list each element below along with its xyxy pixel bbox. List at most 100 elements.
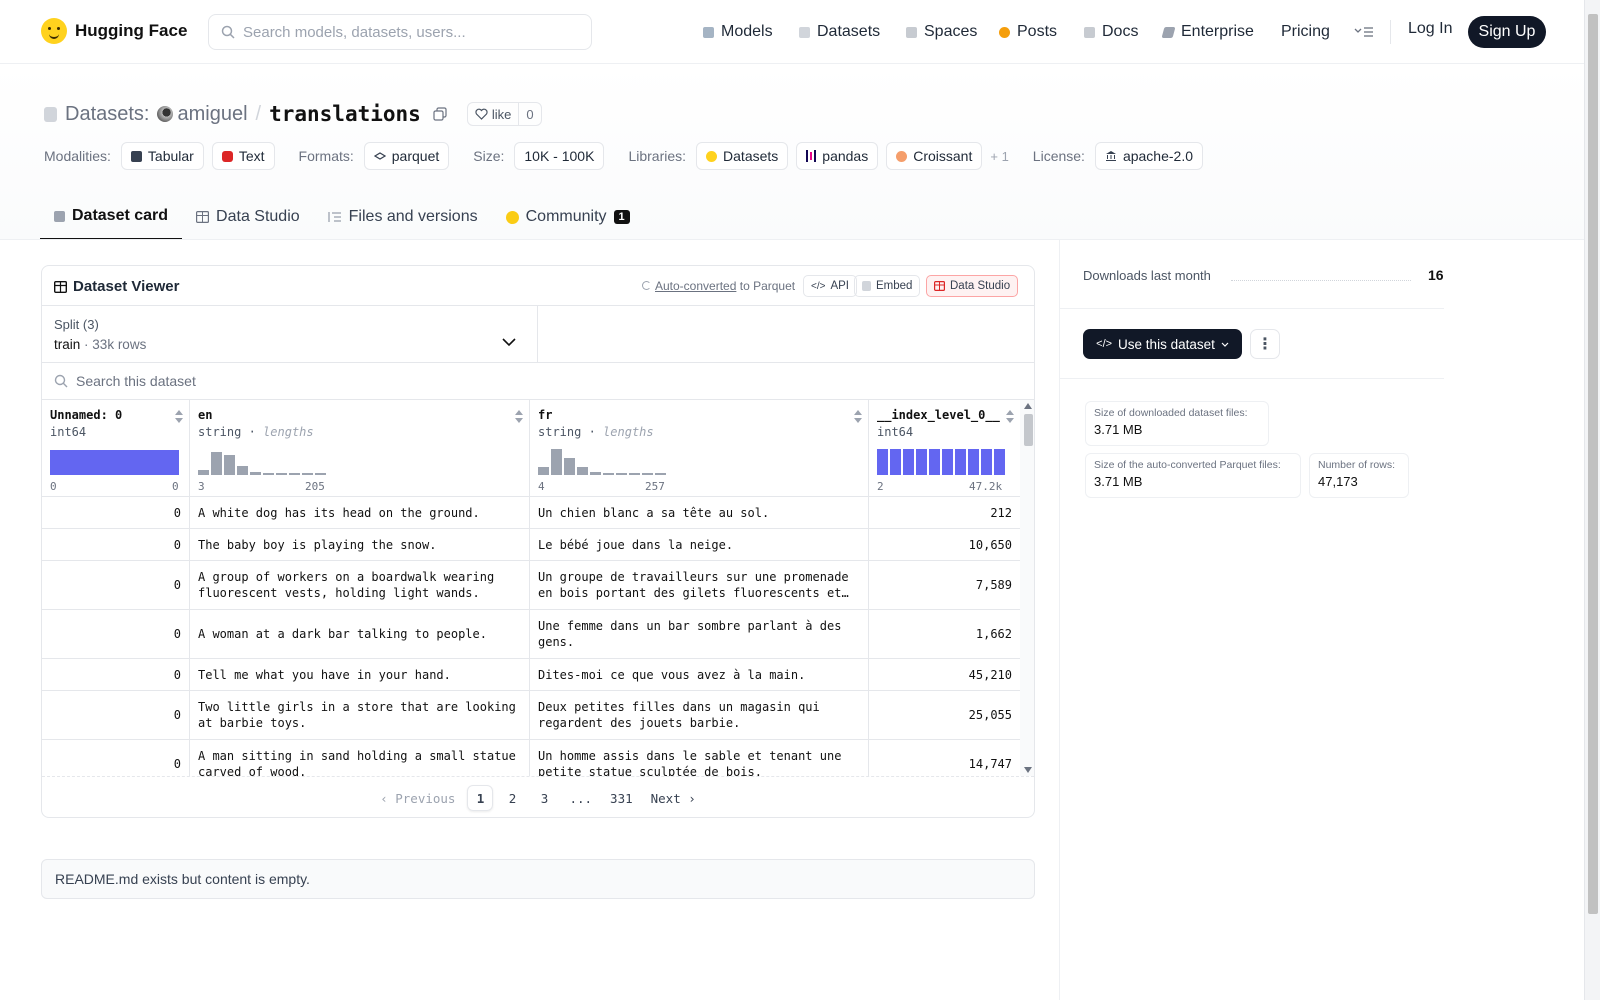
cell-en[interactable]: A woman at a dark bar talking to people.: [190, 610, 530, 658]
split-select[interactable]: Split (3) train · 33k rows: [42, 306, 538, 363]
scroll-down-icon[interactable]: [1024, 767, 1032, 773]
cell-index[interactable]: 10,650: [869, 529, 1020, 560]
auto-converted-link[interactable]: Auto-converted: [655, 279, 737, 293]
histogram-bar[interactable]: [564, 458, 575, 475]
cell-en[interactable]: Tell me what you have in your hand.: [190, 659, 530, 690]
use-this-dataset-button[interactable]: </> Use this dataset: [1083, 329, 1242, 359]
column-header-en[interactable]: en string · lengths 3 205: [190, 400, 530, 497]
nav-enterprise[interactable]: Enterprise: [1161, 20, 1254, 44]
scrollbar-thumb[interactable]: [1024, 414, 1033, 446]
dataset-name[interactable]: translations: [269, 102, 421, 126]
cell-unnamed[interactable]: 0: [42, 529, 190, 560]
cell-en[interactable]: A group of workers on a boardwalk wearin…: [190, 561, 530, 609]
sort-icon[interactable]: [515, 410, 523, 424]
table-scrollbar[interactable]: [1020, 400, 1034, 776]
cell-fr[interactable]: Deux petites filles dans un magasin qui …: [530, 691, 869, 739]
cell-index[interactable]: 212: [869, 497, 1020, 528]
histogram-bar[interactable]: [237, 466, 248, 475]
cell-index[interactable]: 1,662: [869, 610, 1020, 658]
cell-index[interactable]: 14,747: [869, 740, 1020, 776]
histogram-bar[interactable]: [642, 473, 653, 475]
scroll-up-icon[interactable]: [1024, 403, 1032, 409]
cell-fr[interactable]: Un chien blanc a sa tête au sol.: [530, 497, 869, 528]
dataset-search-input[interactable]: Search this dataset: [42, 363, 1034, 400]
more-menu-icon[interactable]: [1354, 20, 1374, 44]
nav-models[interactable]: Models: [703, 20, 773, 44]
cell-fr[interactable]: Une femme dans un bar sombre parlant à d…: [530, 610, 869, 658]
cell-unnamed[interactable]: 0: [42, 610, 190, 658]
cell-en[interactable]: Two little girls in a store that are loo…: [190, 691, 530, 739]
tag-pandas[interactable]: pandas: [796, 142, 879, 170]
tag-datasets[interactable]: Datasets: [696, 142, 789, 170]
cell-unnamed[interactable]: 0: [42, 740, 190, 776]
login-link[interactable]: Log In: [1408, 20, 1453, 37]
page-scrollbar-thumb[interactable]: [1588, 14, 1598, 914]
search-input[interactable]: Search models, datasets, users...: [208, 14, 592, 50]
histogram-bar[interactable]: [955, 449, 966, 475]
cell-unnamed[interactable]: 0: [42, 497, 190, 528]
histogram-bar[interactable]: [968, 449, 979, 475]
page-scrollbar[interactable]: [1584, 0, 1600, 1000]
tag-size[interactable]: 10K - 100K: [514, 142, 605, 170]
breadcrumb-section[interactable]: Datasets:: [65, 102, 150, 125]
table-row[interactable]: 0 The baby boy is playing the snow. Le béb…: [42, 529, 1020, 561]
tab-community[interactable]: Community 1: [492, 194, 644, 240]
histogram-bar[interactable]: [616, 473, 627, 475]
histogram-bar[interactable]: [538, 467, 549, 475]
previous-page-button[interactable]: ‹ Previous: [380, 790, 456, 806]
tag-tabular[interactable]: Tabular: [120, 142, 204, 170]
tag-croissant[interactable]: Croissant: [886, 142, 983, 170]
api-button[interactable]: </> API: [803, 275, 858, 297]
embed-button[interactable]: Embed: [854, 275, 921, 297]
histogram-bar[interactable]: [250, 472, 261, 475]
data-studio-button[interactable]: Data Studio: [926, 275, 1019, 297]
cell-en[interactable]: The baby boy is playing the snow.: [190, 529, 530, 560]
tag-license[interactable]: apache-2.0: [1094, 142, 1204, 170]
nav-docs[interactable]: Docs: [1084, 20, 1138, 44]
nav-spaces[interactable]: Spaces: [906, 20, 977, 44]
table-row[interactable]: 0 A group of workers on a boardwalk weari…: [42, 561, 1020, 610]
sort-icon[interactable]: [175, 410, 183, 424]
owner-link[interactable]: amiguel: [177, 102, 248, 125]
cell-index[interactable]: 7,589: [869, 561, 1020, 609]
page-button-last[interactable]: 331: [610, 790, 633, 806]
histogram-bar[interactable]: [315, 473, 326, 475]
nav-pricing[interactable]: Pricing: [1281, 20, 1330, 44]
column-header-unnamed[interactable]: Unnamed: 0 int64 0 0: [42, 400, 190, 497]
column-header-fr[interactable]: fr string · lengths 4 257: [530, 400, 869, 497]
more-options-button[interactable]: ⋮: [1250, 329, 1280, 359]
histogram-bar[interactable]: [877, 449, 888, 475]
histogram-bar[interactable]: [590, 472, 601, 475]
sort-icon[interactable]: [1006, 410, 1014, 424]
cell-en[interactable]: A man sitting in sand holding a small st…: [190, 740, 530, 776]
table-row[interactable]: 0 Two little girls in a store that are lo…: [42, 691, 1020, 740]
histogram-bar[interactable]: [655, 473, 666, 475]
page-button-2[interactable]: 2: [508, 790, 517, 806]
histogram-bar[interactable]: [942, 449, 953, 475]
table-row[interactable]: 0 A white dog has its head on the ground.…: [42, 497, 1020, 529]
histogram-bar[interactable]: [916, 449, 927, 475]
sort-icon[interactable]: [854, 410, 862, 424]
histogram-bar[interactable]: [981, 449, 992, 475]
histogram-bar[interactable]: [551, 449, 562, 475]
signup-button[interactable]: Sign Up: [1468, 16, 1546, 48]
cell-index[interactable]: 45,210: [869, 659, 1020, 690]
cell-index[interactable]: 25,055: [869, 691, 1020, 739]
cell-unnamed[interactable]: 0: [42, 691, 190, 739]
page-button-3[interactable]: 3: [540, 790, 549, 806]
nav-datasets[interactable]: Datasets: [799, 20, 880, 44]
next-page-button[interactable]: Next ›: [650, 790, 696, 806]
nav-posts[interactable]: Posts: [999, 20, 1057, 44]
histogram-bar[interactable]: [577, 467, 588, 475]
tab-files-and-versions[interactable]: Files and versions: [314, 194, 492, 240]
histogram-bar[interactable]: [903, 449, 914, 475]
table-row[interactable]: 0 Tell me what you have in your hand. Dite…: [42, 659, 1020, 691]
histogram-bar[interactable]: [211, 452, 222, 475]
histogram-bar[interactable]: [198, 470, 209, 475]
cell-unnamed[interactable]: 0: [42, 561, 190, 609]
histogram-bar[interactable]: [603, 473, 614, 475]
cell-fr[interactable]: Un groupe de travailleurs sur une promen…: [530, 561, 869, 609]
cell-fr[interactable]: Le bébé joue dans la neige.: [530, 529, 869, 560]
histogram-bar[interactable]: [929, 449, 940, 475]
histogram-bar[interactable]: [263, 473, 274, 475]
